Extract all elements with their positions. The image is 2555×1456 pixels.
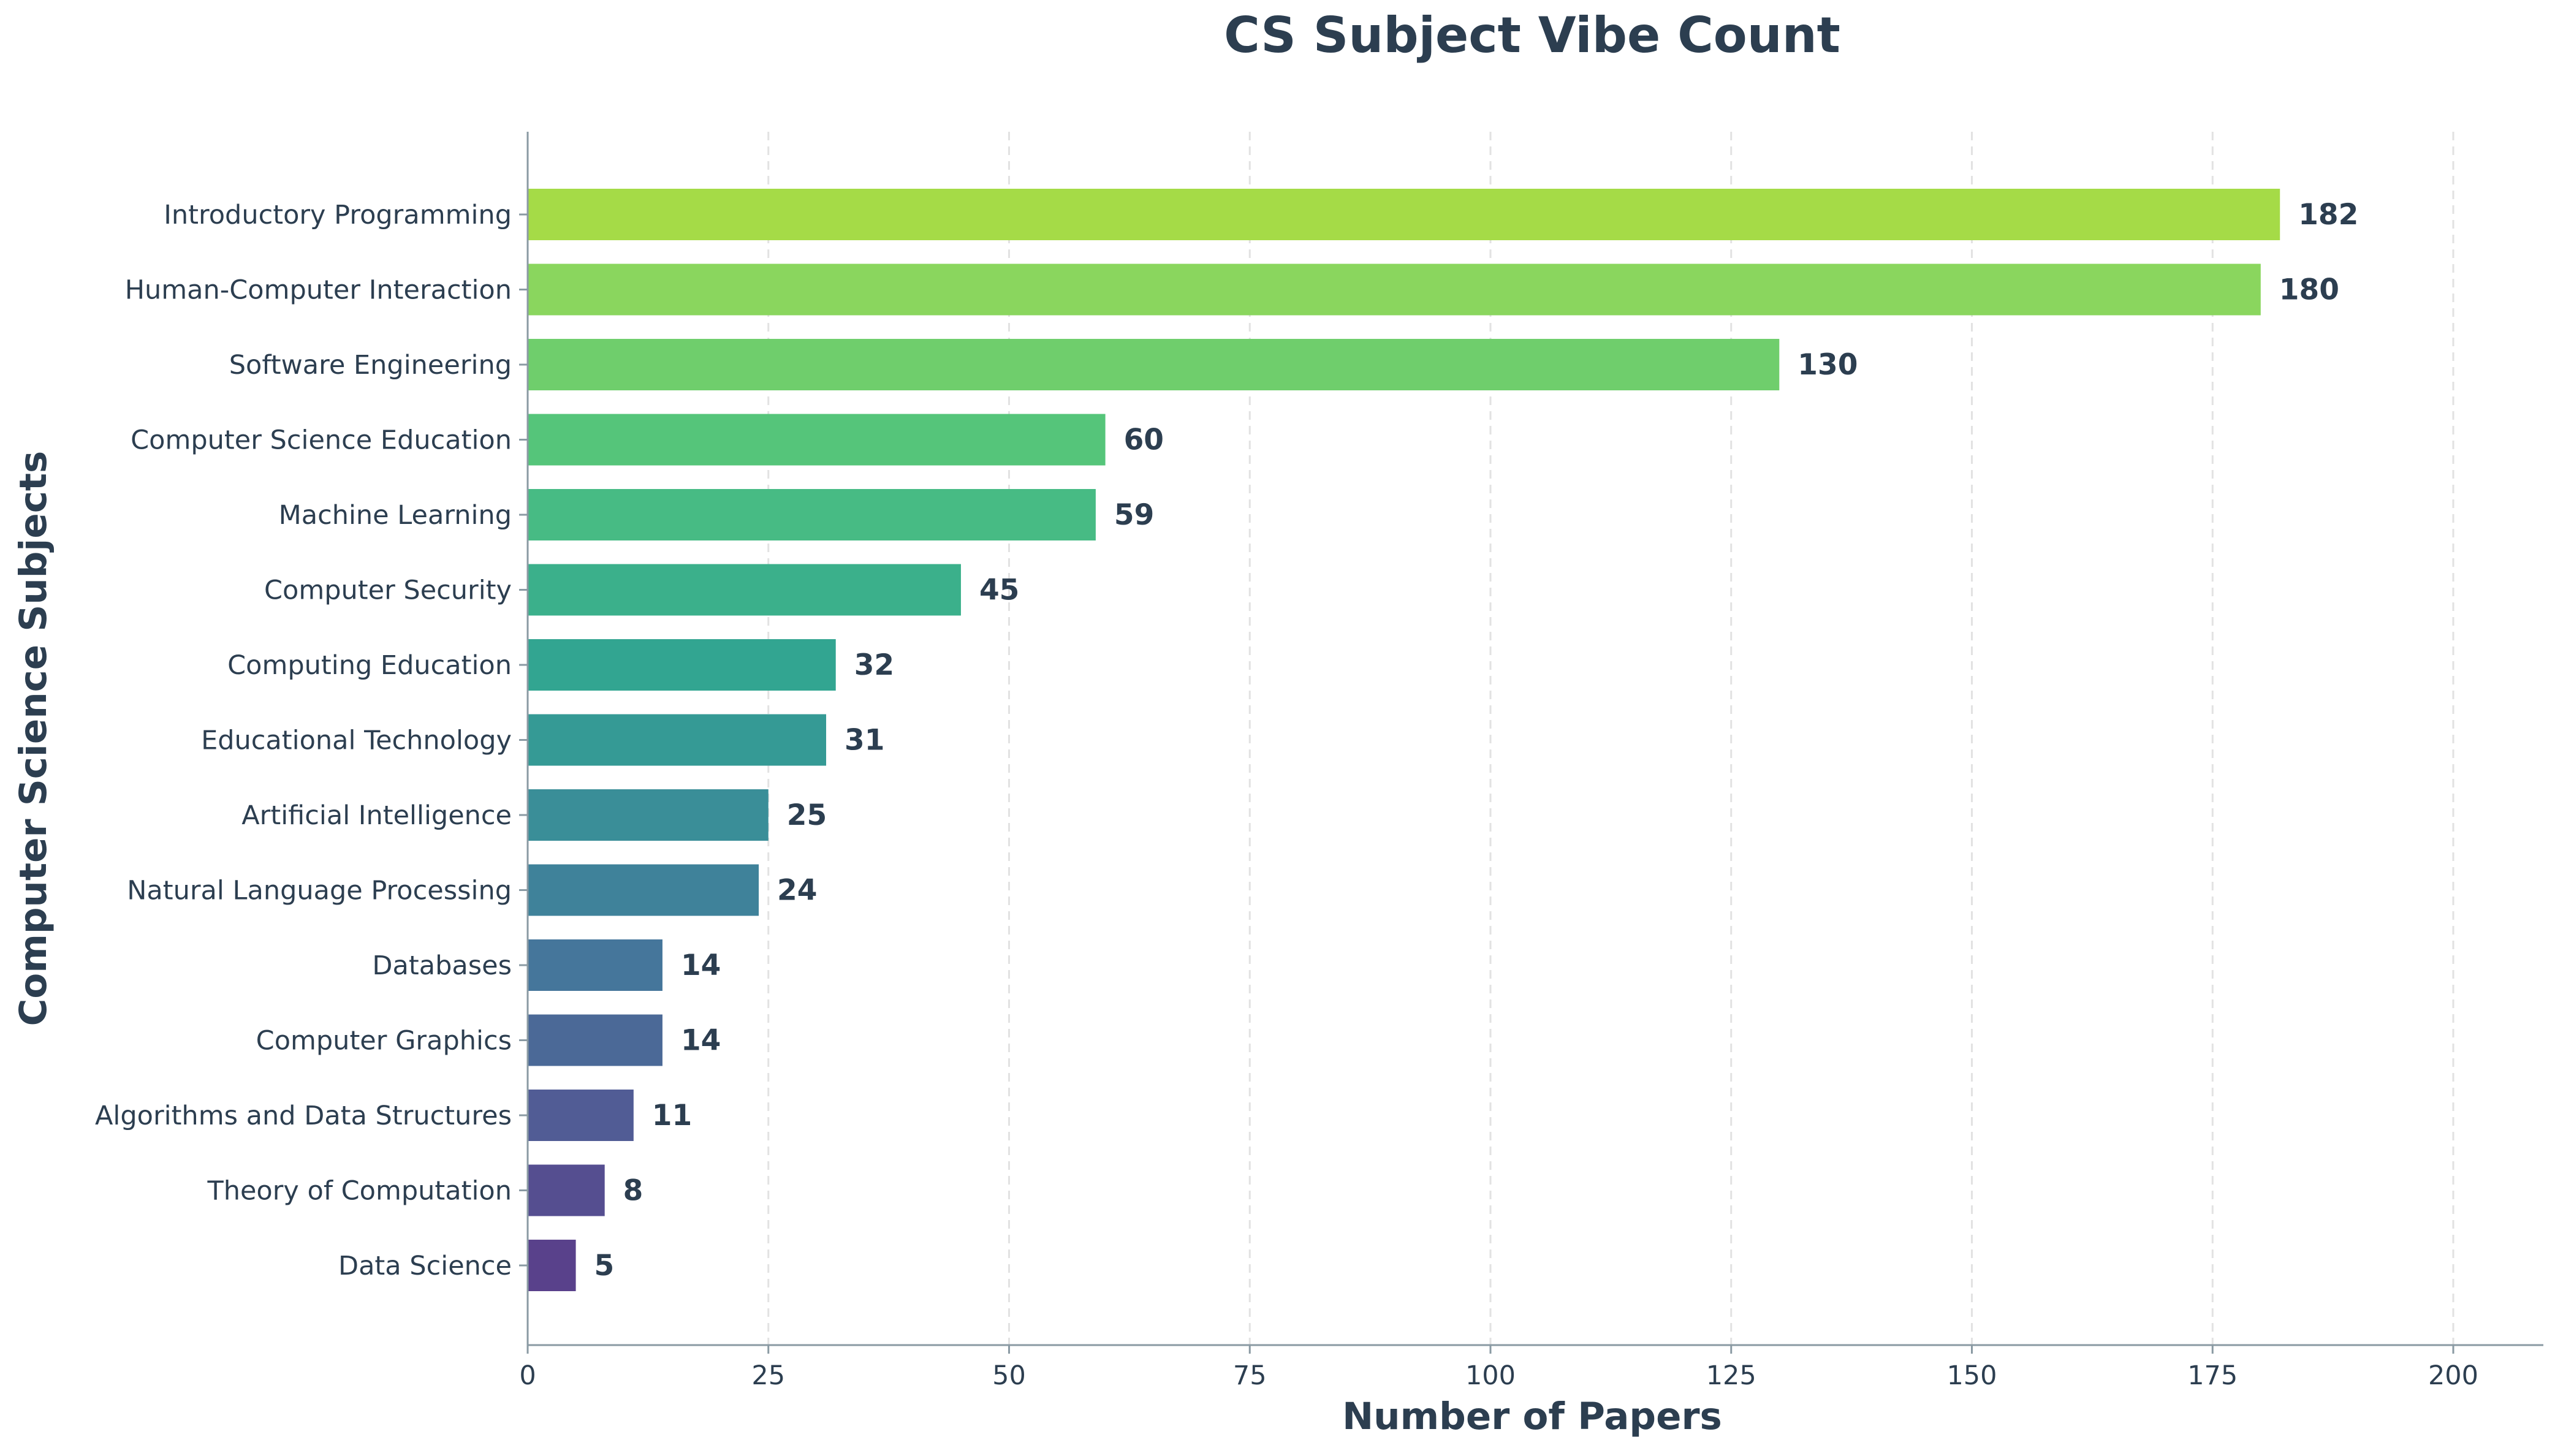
data-label: 5: [594, 1249, 615, 1283]
y-tick-label: Educational Technology: [201, 726, 512, 756]
chart-title: CS Subject Vibe Count: [1224, 7, 1840, 64]
y-tick-label: Artificial Intelligence: [241, 800, 512, 831]
data-label: 45: [979, 574, 1019, 607]
data-label: 130: [1798, 348, 1858, 382]
bar: [528, 264, 2261, 316]
bar: [528, 864, 759, 916]
bar: [528, 339, 1780, 390]
y-tick-label: Machine Learning: [279, 500, 512, 531]
x-tick-label: 150: [1946, 1360, 1997, 1391]
bar: [528, 714, 827, 766]
y-tick-label: Computer Science Education: [131, 425, 512, 456]
data-label: 59: [1114, 498, 1154, 532]
bar: [528, 639, 836, 691]
data-label: 14: [681, 1024, 721, 1058]
data-label: 60: [1124, 423, 1164, 457]
y-tick-label: Computer Security: [264, 575, 512, 606]
x-tick-label: 25: [751, 1360, 785, 1391]
data-label: 31: [845, 724, 884, 757]
x-axis-label: Number of Papers: [1342, 1395, 1722, 1438]
y-tick-label: Human-Computer Interaction: [125, 275, 512, 306]
x-tick-label: 200: [2428, 1360, 2478, 1391]
x-tick-label: 50: [992, 1360, 1026, 1391]
x-tick-label: 75: [1233, 1360, 1267, 1391]
y-tick-label: Computer Graphics: [256, 1026, 512, 1056]
bar: [528, 789, 769, 841]
bar: [528, 1014, 662, 1066]
bar: [528, 189, 2280, 240]
data-label: 25: [787, 798, 827, 832]
y-axis-label: Computer Science Subjects: [12, 451, 55, 1026]
data-label: 11: [652, 1099, 692, 1132]
y-tick-label: Introductory Programming: [164, 200, 512, 230]
axes: 0 25 50 75 100 125 150 175 200 Introductory Progr…: [95, 132, 2543, 1391]
bar: [528, 414, 1106, 466]
x-tick-label: 175: [2187, 1360, 2238, 1391]
data-label: 24: [777, 874, 817, 908]
y-tick-label: Databases: [372, 950, 512, 981]
x-tick-label: 100: [1465, 1360, 1516, 1391]
data-label: 8: [623, 1174, 643, 1208]
bar: [528, 1164, 605, 1216]
y-tick-label: Natural Language Processing: [127, 876, 512, 906]
y-tick-label: Software Engineering: [229, 350, 512, 381]
x-tick-label: 125: [1706, 1360, 1756, 1391]
bar: [528, 489, 1096, 540]
bars: 182 180 130 60 59 45 32 31 25 24 14 14 11 8 5: [528, 189, 2358, 1291]
data-label: 182: [2298, 198, 2358, 232]
bar: [528, 1090, 634, 1141]
x-tick-label: 0: [519, 1360, 536, 1391]
data-label: 180: [2279, 273, 2339, 307]
bar: [528, 1240, 576, 1291]
y-tick-label: Theory of Computation: [207, 1176, 512, 1207]
bar: [528, 564, 961, 616]
bar: [528, 939, 662, 991]
y-tick-label: Data Science: [338, 1251, 512, 1281]
y-tick-label: Algorithms and Data Structures: [95, 1101, 512, 1131]
data-label: 32: [854, 648, 894, 682]
y-tick-label: Computing Education: [227, 650, 512, 681]
data-label: 14: [681, 949, 721, 982]
